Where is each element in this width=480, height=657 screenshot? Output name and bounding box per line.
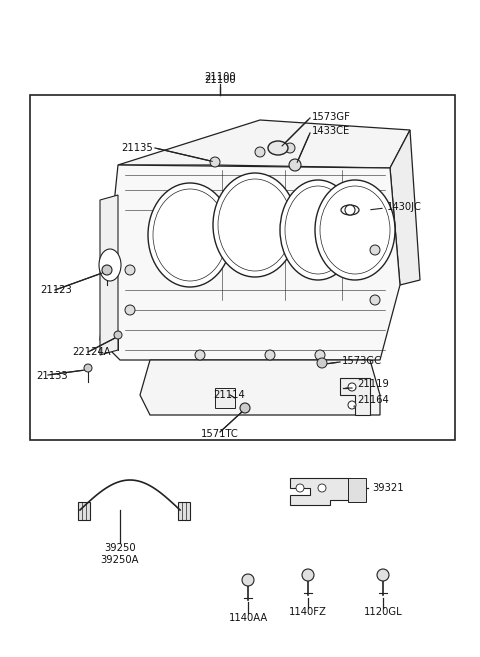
Ellipse shape (320, 186, 390, 274)
Text: 21135: 21135 (121, 143, 153, 153)
Circle shape (84, 364, 92, 372)
Text: 21100: 21100 (204, 72, 236, 82)
Text: 1140AA: 1140AA (228, 613, 268, 623)
Circle shape (125, 305, 135, 315)
Ellipse shape (153, 189, 227, 281)
Circle shape (348, 401, 356, 409)
Ellipse shape (315, 180, 395, 280)
Ellipse shape (213, 173, 297, 277)
Circle shape (289, 159, 301, 171)
Text: 21164: 21164 (357, 395, 389, 405)
Circle shape (302, 569, 314, 581)
Polygon shape (290, 478, 350, 505)
Circle shape (345, 205, 355, 215)
Text: 1433CE: 1433CE (312, 126, 350, 136)
Polygon shape (178, 502, 190, 520)
Ellipse shape (218, 179, 292, 271)
Bar (348, 478, 366, 502)
Polygon shape (100, 165, 400, 360)
Text: 1571TC: 1571TC (201, 429, 239, 439)
Circle shape (348, 383, 356, 391)
Circle shape (210, 157, 220, 167)
Text: 1430JC: 1430JC (387, 202, 422, 212)
Text: 39321: 39321 (372, 483, 404, 493)
Text: 21114: 21114 (213, 390, 245, 400)
Circle shape (370, 295, 380, 305)
Circle shape (318, 484, 326, 492)
Circle shape (315, 350, 325, 360)
Text: 21133: 21133 (36, 371, 68, 381)
Circle shape (377, 569, 389, 581)
Ellipse shape (285, 186, 351, 274)
Circle shape (265, 350, 275, 360)
Polygon shape (390, 130, 420, 285)
Polygon shape (340, 378, 370, 415)
Ellipse shape (268, 141, 288, 155)
Text: 22124A: 22124A (72, 347, 110, 357)
Text: 1573GC: 1573GC (342, 356, 382, 366)
Ellipse shape (341, 205, 359, 215)
Text: 21119: 21119 (357, 379, 389, 389)
Bar (30, 95, 455, 440)
Polygon shape (215, 388, 235, 408)
Polygon shape (100, 195, 118, 355)
Polygon shape (118, 120, 410, 168)
Circle shape (240, 403, 250, 413)
Text: 21123: 21123 (40, 285, 72, 295)
Circle shape (317, 358, 327, 368)
Text: 1573GF: 1573GF (312, 112, 351, 122)
Circle shape (296, 484, 304, 492)
Circle shape (242, 574, 254, 586)
Circle shape (125, 265, 135, 275)
Polygon shape (78, 502, 90, 520)
Text: 39250: 39250 (104, 543, 136, 553)
Text: 21100: 21100 (204, 75, 236, 85)
Ellipse shape (280, 180, 356, 280)
Text: 1120GL: 1120GL (364, 607, 402, 617)
Circle shape (114, 331, 122, 339)
Circle shape (195, 350, 205, 360)
Text: 1140FZ: 1140FZ (289, 607, 327, 617)
Ellipse shape (148, 183, 232, 287)
Circle shape (255, 147, 265, 157)
Ellipse shape (99, 249, 121, 281)
Circle shape (285, 143, 295, 153)
Text: 39250A: 39250A (101, 555, 139, 565)
Polygon shape (140, 360, 380, 415)
Circle shape (370, 245, 380, 255)
Circle shape (102, 265, 112, 275)
